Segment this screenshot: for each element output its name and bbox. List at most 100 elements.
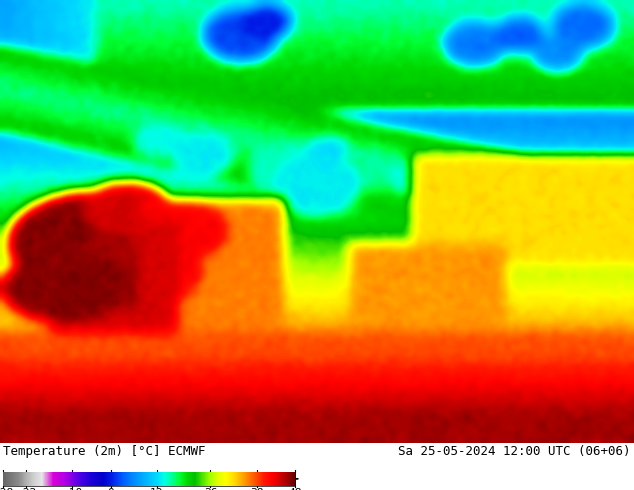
Bar (264, 472, 265, 486)
Bar (246, 472, 247, 486)
Bar (122, 472, 123, 486)
Bar (254, 472, 255, 486)
Bar (205, 472, 206, 486)
Bar (51, 472, 53, 486)
Bar (19, 472, 20, 486)
Bar (132, 472, 133, 486)
Bar (41, 472, 42, 486)
Bar (290, 472, 292, 486)
Bar (292, 472, 293, 486)
Bar (60, 472, 61, 486)
Bar (44, 472, 45, 486)
Bar (229, 472, 230, 486)
Text: 26: 26 (204, 489, 217, 490)
Bar (291, 472, 292, 486)
Bar (217, 472, 218, 486)
Bar (236, 472, 237, 486)
Bar (176, 472, 177, 486)
Bar (230, 472, 231, 486)
Bar (235, 472, 236, 486)
Bar (231, 472, 232, 486)
Bar (199, 472, 200, 486)
Bar (108, 472, 110, 486)
Bar (103, 472, 105, 486)
Bar (3, 472, 4, 486)
Bar (186, 472, 187, 486)
Bar (133, 472, 134, 486)
Bar (38, 472, 39, 486)
Bar (233, 472, 234, 486)
Bar (280, 472, 281, 486)
Bar (57, 472, 58, 486)
Bar (256, 472, 257, 486)
Bar (268, 472, 269, 486)
Bar (45, 472, 46, 486)
Bar (83, 472, 84, 486)
Bar (52, 472, 53, 486)
Bar (162, 472, 163, 486)
Bar (116, 472, 117, 486)
Bar (124, 472, 125, 486)
Bar (228, 472, 229, 486)
Bar (232, 472, 233, 486)
Bar (55, 472, 56, 486)
Bar (175, 472, 176, 486)
Bar (273, 472, 274, 486)
Bar (22, 472, 23, 486)
Bar (141, 472, 142, 486)
Bar (178, 472, 179, 486)
Bar (177, 472, 178, 486)
Bar (127, 472, 128, 486)
Bar (259, 472, 261, 486)
Bar (13, 472, 15, 486)
Bar (125, 472, 126, 486)
Bar (81, 472, 82, 486)
Bar (65, 472, 66, 486)
Bar (88, 472, 89, 486)
Bar (250, 472, 252, 486)
Bar (8, 472, 9, 486)
Bar (240, 472, 241, 486)
Bar (33, 472, 34, 486)
Bar (148, 472, 149, 486)
Bar (84, 472, 85, 486)
Bar (96, 472, 97, 486)
Bar (98, 472, 100, 486)
Bar (165, 472, 166, 486)
Bar (85, 472, 86, 486)
Bar (153, 472, 154, 486)
Bar (47, 472, 48, 486)
Bar (50, 472, 51, 486)
Bar (275, 472, 276, 486)
Bar (273, 472, 275, 486)
Bar (150, 472, 152, 486)
Bar (194, 472, 195, 486)
Bar (219, 472, 220, 486)
Bar (134, 472, 135, 486)
Bar (37, 472, 39, 486)
Bar (269, 472, 270, 486)
Bar (185, 472, 186, 486)
Bar (94, 472, 96, 486)
Bar (42, 472, 44, 486)
Bar (252, 472, 253, 486)
Bar (238, 472, 239, 486)
Bar (3, 472, 295, 486)
Bar (261, 472, 262, 486)
Bar (216, 472, 217, 486)
Bar (226, 472, 227, 486)
Bar (87, 472, 88, 486)
Bar (92, 472, 93, 486)
Bar (257, 472, 258, 486)
Bar (24, 472, 25, 486)
Bar (202, 472, 204, 486)
Bar (255, 472, 256, 486)
Bar (114, 472, 115, 486)
Bar (268, 472, 269, 486)
Text: -10: -10 (62, 489, 82, 490)
Bar (213, 472, 214, 486)
Bar (294, 472, 295, 486)
Bar (13, 472, 14, 486)
Bar (224, 472, 225, 486)
Bar (93, 472, 94, 486)
